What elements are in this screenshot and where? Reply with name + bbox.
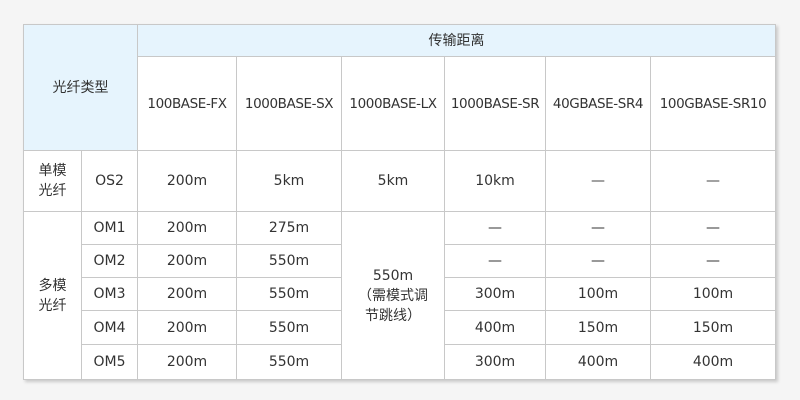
cell: 5km [341,150,445,212]
fiber-type: OM2 [81,244,138,278]
cell: 200m [137,344,237,380]
fiber-type: OS2 [81,150,138,212]
cell: — [650,150,776,212]
cell: — [545,150,651,212]
header-row-top: 光纤类型 传输距离 [23,24,776,151]
cell: — [545,211,651,245]
fiber-type: OM5 [81,344,138,380]
table-row: 多模 光纤 OM1 200m 275m 550m （需模式调节跳线） — — — [23,211,776,380]
cell: — [650,244,776,278]
cell: 200m [137,150,237,212]
standard-header: 40GBASE-SR4 [545,56,651,151]
cell: 550m [236,344,342,380]
cell: 275m [236,211,342,245]
cell: 550m [236,277,342,311]
fiber-type: OM3 [81,277,138,311]
standard-header: 100BASE-FX [137,56,237,151]
cell: 300m [444,277,546,311]
cell: 200m [137,310,237,345]
fiber-type: OM4 [81,310,138,345]
fiber-type: OM1 [81,211,138,245]
cell: 100m [650,277,776,311]
cell: 550m [236,310,342,345]
cell: 150m [650,310,776,345]
fiber-type-header: 光纤类型 [23,24,138,151]
standard-header: 1000BASE-SX [236,56,342,151]
standard-header: 1000BASE-LX [341,56,445,151]
single-mode-label: 单模 光纤 [23,150,82,212]
cell: 200m [137,211,237,245]
cell: 5km [236,150,342,212]
cell: 100m [545,277,651,311]
table-row: 单模 光纤 OS2 200m 5km 5km 10km — — [23,150,776,212]
distance-header: 传输距离 [137,24,776,57]
cell: — [444,244,546,278]
table-row: OM3 200m 550m 300m 100m 100m [24,277,776,311]
cell: 550m [236,244,342,278]
cell: 400m [650,344,776,380]
cell: 400m [545,344,651,380]
fiber-distance-table: 光纤类型 传输距离 100BASE-FX 1000BASE-SX 1000BAS… [23,24,776,380]
cell: — [545,244,651,278]
standard-header: 1000BASE-SR [444,56,546,151]
cell: — [444,211,546,245]
standard-header: 100GBASE-SR10 [650,56,776,151]
cell: 300m [444,344,546,380]
table-row: OM5 200m 550m 300m 400m 400m [24,344,776,380]
cell: 10km [444,150,546,212]
cell: — [650,211,776,245]
lx-multimode-cell: 550m （需模式调节跳线） [341,211,445,380]
cell: 200m [137,244,237,278]
cell: 400m [444,310,546,345]
table-row: OM4 200m 550m 400m 150m 150m [24,310,776,345]
multi-mode-label: 多模 光纤 [23,211,82,380]
cell: 200m [137,277,237,311]
table-row: OM2 200m 550m — — — [24,244,776,278]
cell: 150m [545,310,651,345]
header-row-standards: 100BASE-FX 1000BASE-SX 1000BASE-LX 1000B… [24,56,776,151]
